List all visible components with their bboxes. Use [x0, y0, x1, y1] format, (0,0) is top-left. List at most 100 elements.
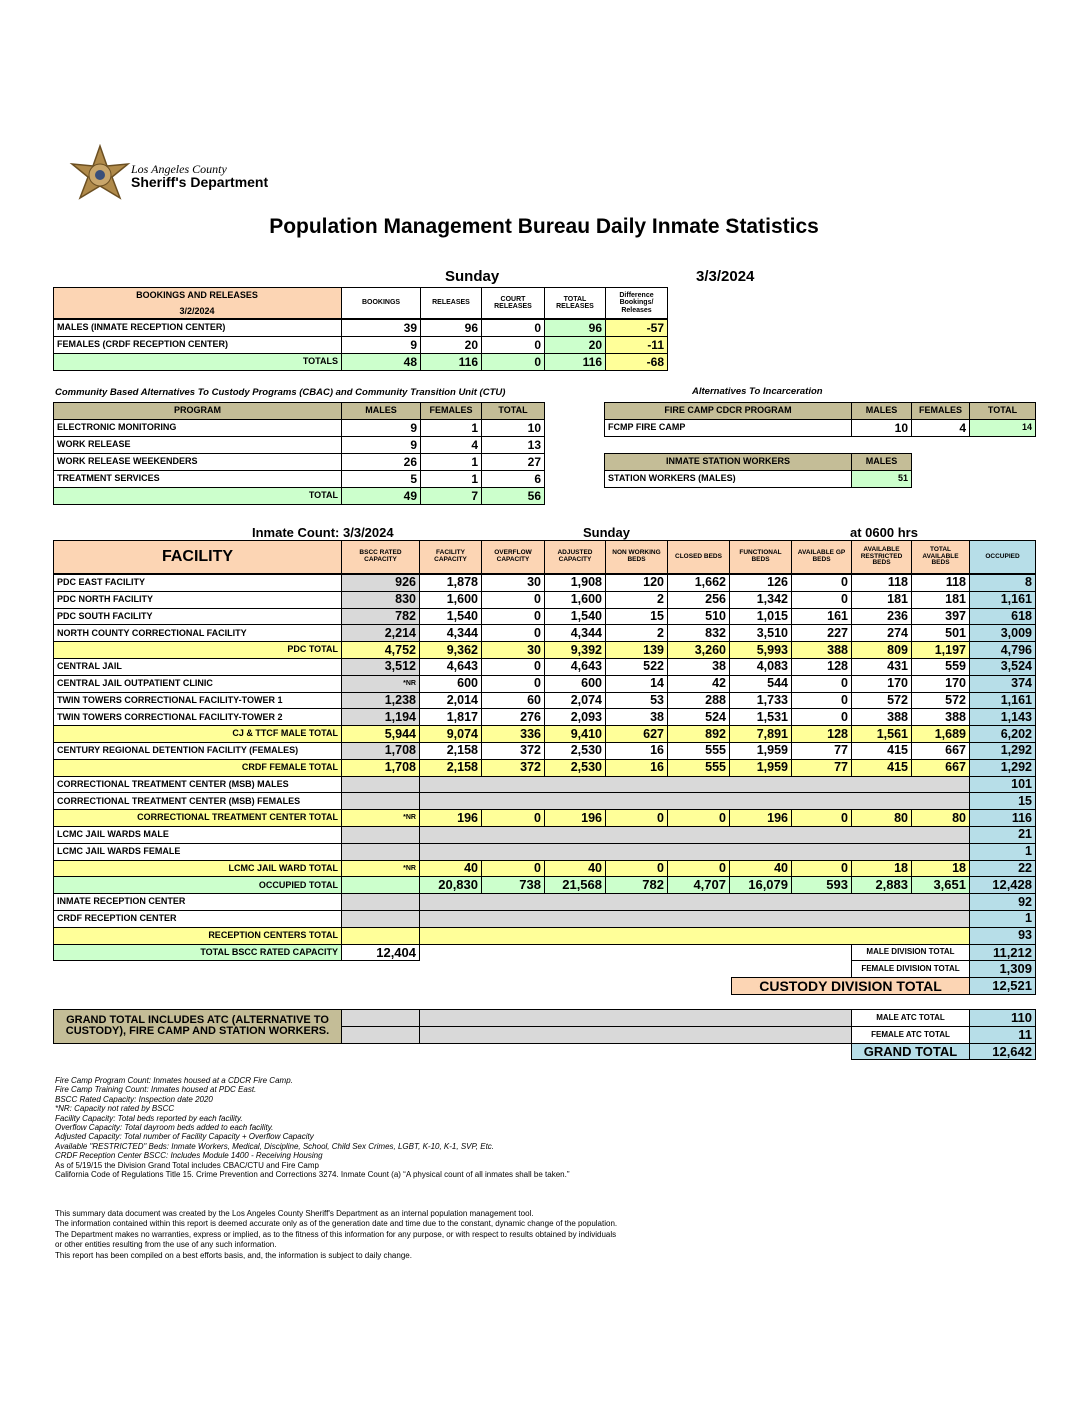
cell-value: 7	[420, 487, 482, 505]
row-label: PDC NORTH FACILITY	[53, 590, 342, 609]
cell-value: 830	[341, 590, 420, 609]
cell-value: 21	[969, 826, 1036, 844]
cell-value: 12,404	[341, 943, 420, 962]
cell-value: 336	[481, 725, 545, 743]
cell-value: 21,568	[544, 876, 606, 895]
cell-value: 13	[481, 436, 545, 454]
cell-value: 18	[851, 859, 912, 878]
cell-value: 1,292	[969, 742, 1036, 760]
cell-value: *NR	[341, 674, 420, 693]
cell-value: 0	[791, 574, 852, 592]
cell-value: 1	[420, 419, 482, 437]
cell-value: 2	[605, 590, 668, 609]
cell-value: 14	[969, 419, 1036, 437]
cell-value: 49	[341, 487, 421, 505]
cell-value: 809	[851, 641, 912, 659]
footnote: *NR: Capacity not rated by BSCC	[55, 1104, 175, 1114]
cell-value: 0	[667, 809, 730, 827]
empty-cell	[341, 910, 420, 928]
disclaimer-line: or other entities resulting from the use…	[55, 1240, 277, 1250]
cell-value: 1,600	[544, 590, 606, 609]
division-label: FEMALE DIVISION TOTAL	[851, 960, 970, 979]
row-label: LCMC JAIL WARD TOTAL	[53, 859, 342, 878]
empty-cell	[341, 926, 420, 945]
cell-value: 431	[851, 658, 912, 676]
cell-value: 667	[911, 742, 970, 760]
cell-value: 6	[481, 470, 545, 488]
cell-value: 3,524	[969, 658, 1036, 676]
cell-value: 0	[791, 809, 852, 827]
row-label: TREATMENT SERVICES	[53, 470, 342, 488]
cell-value: 1,878	[419, 574, 482, 592]
cell-value: 20	[544, 336, 606, 354]
cell-value: 1,959	[729, 742, 792, 760]
division-value: 12,521	[969, 977, 1036, 995]
row-label: LCMC JAIL WARDS FEMALE	[53, 842, 342, 861]
cell-value: 39	[341, 319, 421, 337]
cell-value: 4	[420, 436, 482, 454]
cell-value: 9	[341, 436, 421, 454]
row-label: CENTURY REGIONAL DETENTION FACILITY (FEM…	[53, 742, 342, 760]
cell-value: 2,530	[544, 742, 606, 760]
page-title: Population Management Bureau Daily Inmat…	[269, 215, 819, 238]
column-header: AVAILABLE GP BEDS	[791, 540, 852, 574]
row-label: TOTALS	[53, 353, 342, 371]
cell-value: 1,531	[729, 708, 792, 727]
cell-value: 77	[791, 758, 852, 777]
cell-value: 0	[481, 607, 545, 626]
cell-value: 4,707	[667, 876, 730, 895]
cell-value: 170	[911, 674, 970, 693]
row-label: RECEPTION CENTERS TOTAL	[53, 926, 342, 945]
cell-value: 274	[851, 624, 912, 643]
row-label: CORRECTIONAL TREATMENT CENTER (MSB) FEMA…	[53, 792, 342, 811]
cell-value: 0	[791, 691, 852, 710]
empty-cell	[341, 775, 420, 794]
cell-value: 116	[969, 809, 1036, 827]
footnote: Facility Capacity: Total beds reported b…	[55, 1113, 243, 1123]
cell-value: 3,512	[341, 658, 420, 676]
row-label: CORRECTIONAL TREATMENT CENTER TOTAL	[53, 809, 342, 827]
cell-value: 372	[481, 742, 545, 760]
cell-value: 782	[605, 876, 668, 895]
column-header: FACILITY	[53, 540, 342, 574]
cell-value: 600	[544, 674, 606, 693]
column-header: CLOSED BEDS	[667, 540, 730, 574]
grand-total-note: GRAND TOTAL INCLUDES ATC (ALTERNATIVE TO…	[53, 1009, 342, 1044]
cell-value: 196	[419, 809, 482, 827]
cell-value: 236	[851, 607, 912, 626]
cell-value: 4,643	[544, 658, 606, 676]
cell-value: 181	[911, 590, 970, 609]
merged-cell	[419, 792, 970, 811]
cell-value: 5,944	[341, 725, 420, 743]
cell-value: 170	[851, 674, 912, 693]
column-header: COURT RELEASES	[481, 287, 545, 319]
cell-value: 1,540	[419, 607, 482, 626]
empty-cell	[341, 893, 420, 911]
row-label: ELECTRONIC MONITORING	[53, 419, 342, 437]
cell-value: 26	[341, 453, 421, 471]
cell-value: 56	[481, 487, 545, 505]
cell-value: 1,708	[341, 758, 420, 777]
cell-value: 2,214	[341, 624, 420, 643]
cell-value: 1,959	[729, 758, 792, 777]
cell-value: 20,830	[419, 876, 482, 895]
column-header: FUNCTIONAL BEDS	[729, 540, 792, 574]
cell-value: 1,689	[911, 725, 970, 743]
division-value: 1,309	[969, 960, 1036, 979]
cell-value: 926	[341, 574, 420, 592]
cell-value: 0	[791, 590, 852, 609]
merged-cell	[419, 826, 970, 844]
cell-value: 2,158	[419, 758, 482, 777]
row-label: WORK RELEASE WEEKENDERS	[53, 453, 342, 471]
cell-value: 1,600	[419, 590, 482, 609]
cell-value: 1,143	[969, 708, 1036, 727]
cell-value: 16	[605, 742, 668, 760]
empty-cell	[341, 1009, 420, 1027]
footnote: CRDF Reception Center BSCC: Includes Mod…	[55, 1151, 323, 1161]
cell-value: 1,238	[341, 691, 420, 710]
cell-value: 388	[851, 708, 912, 727]
column-header: AVAILABLE RESTRICTED BEDS	[851, 540, 912, 574]
footnote: California Code of Regulations Title 15.…	[55, 1170, 570, 1179]
cell-value: 126	[729, 574, 792, 592]
